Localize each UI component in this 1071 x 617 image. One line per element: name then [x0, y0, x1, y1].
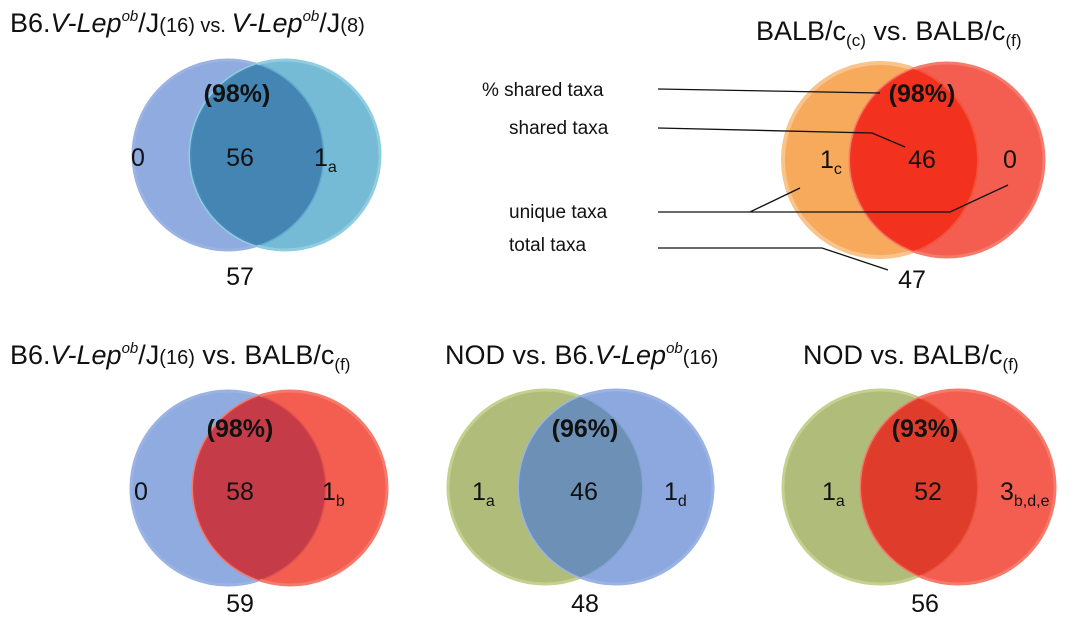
percent-shared-2: (98%) [889, 80, 956, 108]
percent-shared-1: (98%) [204, 80, 271, 108]
unique-right-2: 0 [1003, 146, 1017, 174]
unique-left-3: 0 [134, 478, 148, 506]
unique-left-2: 1c [820, 146, 842, 178]
venn-diagram-1: B6.V-Lepob/J(16) vs. V-Lepob/J(8) (98%) … [10, 8, 382, 291]
venn-title-4: NOD vs. B6.V-Lepob(16) [445, 340, 718, 370]
venn-overlap-3 [193, 391, 325, 585]
shared-count-3: 58 [226, 478, 254, 506]
percent-shared-3: (98%) [207, 415, 274, 443]
venn-title-3: B6.V-Lepob/J(16) vs. BALB/c(f) [10, 340, 350, 374]
venn-title-2: BALB/c(c) vs. BALB/c(f) [756, 16, 1021, 50]
venn-diagram-2: BALB/c(c) vs. BALB/c(f) (98%) 1c 46 0 47… [482, 16, 1046, 294]
total-count-5: 56 [911, 590, 939, 617]
total-count-2: 47 [898, 266, 926, 294]
venn-diagram-4: NOD vs. B6.V-Lepob(16) (96%) 1a 46 1d 48 [445, 340, 718, 617]
total-count-3: 59 [226, 590, 254, 617]
unique-right-4: 1d [664, 478, 687, 510]
unique-right-3: 1b [322, 478, 345, 510]
venn-diagram-5: NOD vs. BALB/c(f) (93%) 1a 52 3b,d,e 56 [781, 340, 1057, 617]
shared-count-2: 46 [908, 146, 936, 174]
leader-shared [657, 127, 906, 148]
venn-title-5: NOD vs. BALB/c(f) [803, 340, 1019, 374]
venn-overlap-4 [519, 390, 642, 584]
leader-unique-right [750, 184, 1009, 213]
shared-count-5: 52 [914, 478, 942, 506]
legend-total-taxa: total taxa [509, 235, 587, 256]
unique-right-5: 3b,d,e [1000, 478, 1050, 510]
percent-shared-5: (93%) [892, 415, 959, 443]
leader-percent [657, 88, 881, 94]
leader-unique-left [658, 187, 801, 213]
legend: % shared taxa shared taxa unique taxa to… [482, 80, 1009, 271]
legend-unique-taxa: unique taxa [509, 202, 608, 223]
unique-left-1: 0 [131, 144, 145, 172]
venn-title-1: B6.V-Lepob/J(16) vs. V-Lepob/J(8) [10, 8, 365, 38]
legend-shared-taxa: shared taxa [509, 118, 609, 139]
shared-count-4: 46 [570, 478, 598, 506]
percent-shared-4: (96%) [552, 415, 619, 443]
leader-total [658, 247, 889, 271]
venn-overlap-2 [850, 63, 977, 257]
unique-left-4: 1a [472, 478, 495, 510]
legend-percent-shared: % shared taxa [482, 80, 604, 101]
venn-overlap-1 [190, 60, 323, 250]
total-count-1: 57 [226, 263, 254, 291]
venn-overlap-5 [861, 390, 977, 584]
total-count-4: 48 [571, 590, 599, 617]
shared-count-1: 56 [226, 144, 254, 172]
unique-right-1: 1a [314, 144, 337, 176]
unique-left-5: 1a [822, 478, 845, 510]
venn-diagram-3: B6.V-Lepob/J(16) vs. BALB/c(f) (98%) 0 5… [10, 340, 389, 617]
